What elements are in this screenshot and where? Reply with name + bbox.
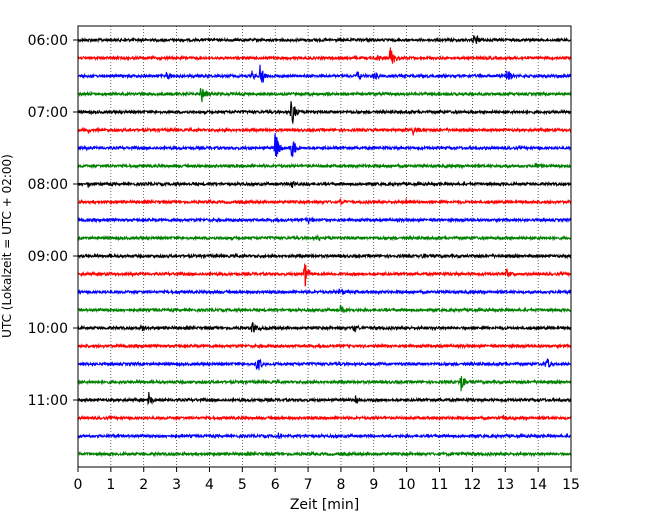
y-tick-label-09:00: 09:00 — [28, 249, 68, 265]
trace-group — [77, 34, 572, 458]
trace-1115 — [77, 414, 572, 422]
trace-1045 — [77, 375, 572, 392]
y-tick-label-08:00: 08:00 — [28, 177, 68, 193]
x-axis-label: Zeit [min] — [290, 497, 359, 513]
plot-background — [78, 26, 571, 467]
trace-1100 — [77, 391, 572, 406]
trace-0745 — [77, 162, 572, 170]
trace-1145 — [77, 450, 572, 458]
trace-0600 — [77, 34, 572, 45]
trace-0715 — [77, 126, 572, 137]
x-tick-label-0: 0 — [74, 477, 83, 493]
trace-1000 — [77, 321, 572, 333]
trace-1015 — [77, 342, 572, 350]
x-tick-label-3: 3 — [172, 477, 181, 493]
trace-0630 — [77, 64, 572, 84]
y-tick-label-10:00: 10:00 — [28, 321, 68, 337]
x-axis-ticks: 0 1 2 3 4 5 6 7 8 9 10 11 12 13 14 15 — [74, 467, 580, 493]
trace-0830 — [77, 216, 572, 225]
y-tick-label-06:00: 06:00 — [28, 33, 68, 49]
x-tick-label-11: 11 — [431, 477, 449, 493]
trace-0945 — [77, 303, 572, 314]
x-tick-label-10: 10 — [398, 477, 416, 493]
x-tick-label-5: 5 — [238, 477, 247, 493]
x-tick-label-12: 12 — [463, 477, 481, 493]
x-tick-label-4: 4 — [205, 477, 214, 493]
x-tick-label-15: 15 — [562, 477, 580, 493]
plot-frame — [77, 25, 572, 468]
x-tick-label-2: 2 — [139, 477, 148, 493]
x-tick-label-9: 9 — [369, 477, 378, 493]
x-tick-label-6: 6 — [271, 477, 280, 493]
trace-0800 — [77, 180, 572, 189]
x-tick-label-14: 14 — [529, 477, 547, 493]
trace-0930 — [77, 288, 572, 296]
y-axis-ticks: 06:00 07:00 08:00 09:00 10:00 11:00 — [28, 33, 78, 409]
trace-1130 — [77, 432, 572, 440]
y-tick-label-07:00: 07:00 — [28, 105, 68, 121]
x-tick-label-7: 7 — [304, 477, 313, 493]
trace-0645 — [77, 87, 572, 103]
x-tick-label-13: 13 — [496, 477, 514, 493]
x-tick-label-1: 1 — [106, 477, 115, 493]
trace-0900 — [77, 252, 572, 260]
trace-0700 — [77, 101, 572, 125]
trace-0815 — [77, 197, 572, 206]
x-tick-label-8: 8 — [336, 477, 345, 493]
y-axis-label: UTC (Lokalzeit = UTC + 02:00) — [0, 154, 14, 338]
trace-0730 — [77, 133, 572, 158]
trace-1030 — [77, 358, 572, 371]
y-tick-label-11:00: 11:00 — [28, 393, 68, 409]
trace-0615 — [77, 47, 572, 64]
trace-0915 — [77, 263, 572, 287]
trace-0845 — [77, 233, 572, 242]
